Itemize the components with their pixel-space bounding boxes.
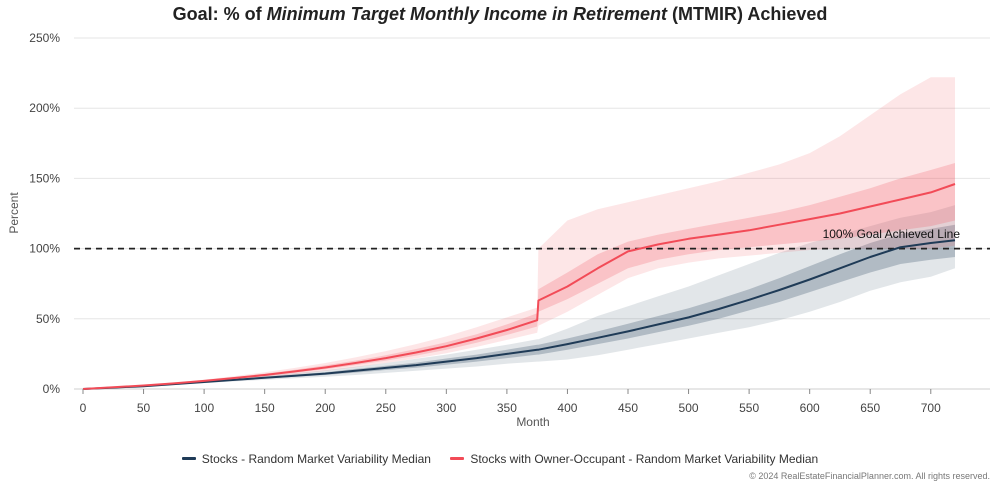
series-line-stocks [82, 239, 956, 390]
x-tick-label: 50 [137, 401, 151, 415]
x-tick-label: 650 [860, 401, 880, 415]
y-tick-label: 150% [29, 171, 60, 185]
legend-label-owner-occupant: Stocks with Owner-Occupant - Random Mark… [470, 451, 819, 466]
copyright-notice: © 2024 RealEstateFinancialPlanner.com. A… [749, 471, 990, 481]
legend-item-stocks[interactable]: Stocks - Random Market Variability Media… [181, 451, 431, 466]
y-tick-label: 50% [36, 312, 60, 326]
band-inner-stocks [83, 224, 955, 389]
y-tick-label: 0% [43, 382, 61, 396]
legend-swatch-owner-occupant [450, 457, 465, 460]
x-tick-label: 100 [194, 401, 214, 415]
y-tick-label: 100% [29, 242, 60, 256]
legend: Stocks - Random Market Variability Media… [0, 449, 1000, 466]
series-line-owner-occupant [82, 183, 956, 390]
x-tick-label: 0 [80, 401, 87, 415]
chart-title: Goal: % of Minimum Target Monthly Income… [0, 4, 1000, 25]
x-axis-title: Month [516, 415, 549, 429]
x-tick-label: 200 [315, 401, 335, 415]
goal-line-label: 100% Goal Achieved Line [823, 227, 961, 241]
chart-title-italic: Minimum Target Monthly Income in Retirem… [266, 4, 668, 24]
x-tick-label: 400 [557, 401, 577, 415]
gridlines [74, 37, 990, 390]
x-tick-label: 550 [739, 401, 759, 415]
x-tick-label: 150 [255, 401, 275, 415]
y-tick-label: 250% [29, 31, 60, 45]
line-chart: 0% 50% 100% 150% 200% 250% 0 50 100 150 200 250 300 3… [7, 31, 990, 429]
x-tick-label: 500 [679, 401, 699, 415]
x-tick-label: 600 [800, 401, 820, 415]
x-tick-label: 250 [376, 401, 396, 415]
x-tick-label: 300 [436, 401, 456, 415]
x-tick-label: 450 [618, 401, 638, 415]
legend-swatch-stocks [181, 457, 196, 460]
x-tick-label: 350 [497, 401, 517, 415]
chart-title-suffix: (MTMIR) Achieved [667, 4, 828, 24]
legend-label-stocks: Stocks - Random Market Variability Media… [201, 451, 431, 466]
series-lines [82, 183, 956, 390]
legend-item-owner-occupant[interactable]: Stocks with Owner-Occupant - Random Mark… [450, 452, 818, 466]
chart-title-prefix: Goal: % of [172, 4, 267, 24]
y-axis-title: Percent [7, 192, 21, 234]
x-tick-label: 700 [921, 401, 941, 415]
y-tick-label: 200% [29, 101, 60, 115]
axes: 0% 50% 100% 150% 200% 250% 0 50 100 150 200 250 300 3… [29, 31, 941, 415]
